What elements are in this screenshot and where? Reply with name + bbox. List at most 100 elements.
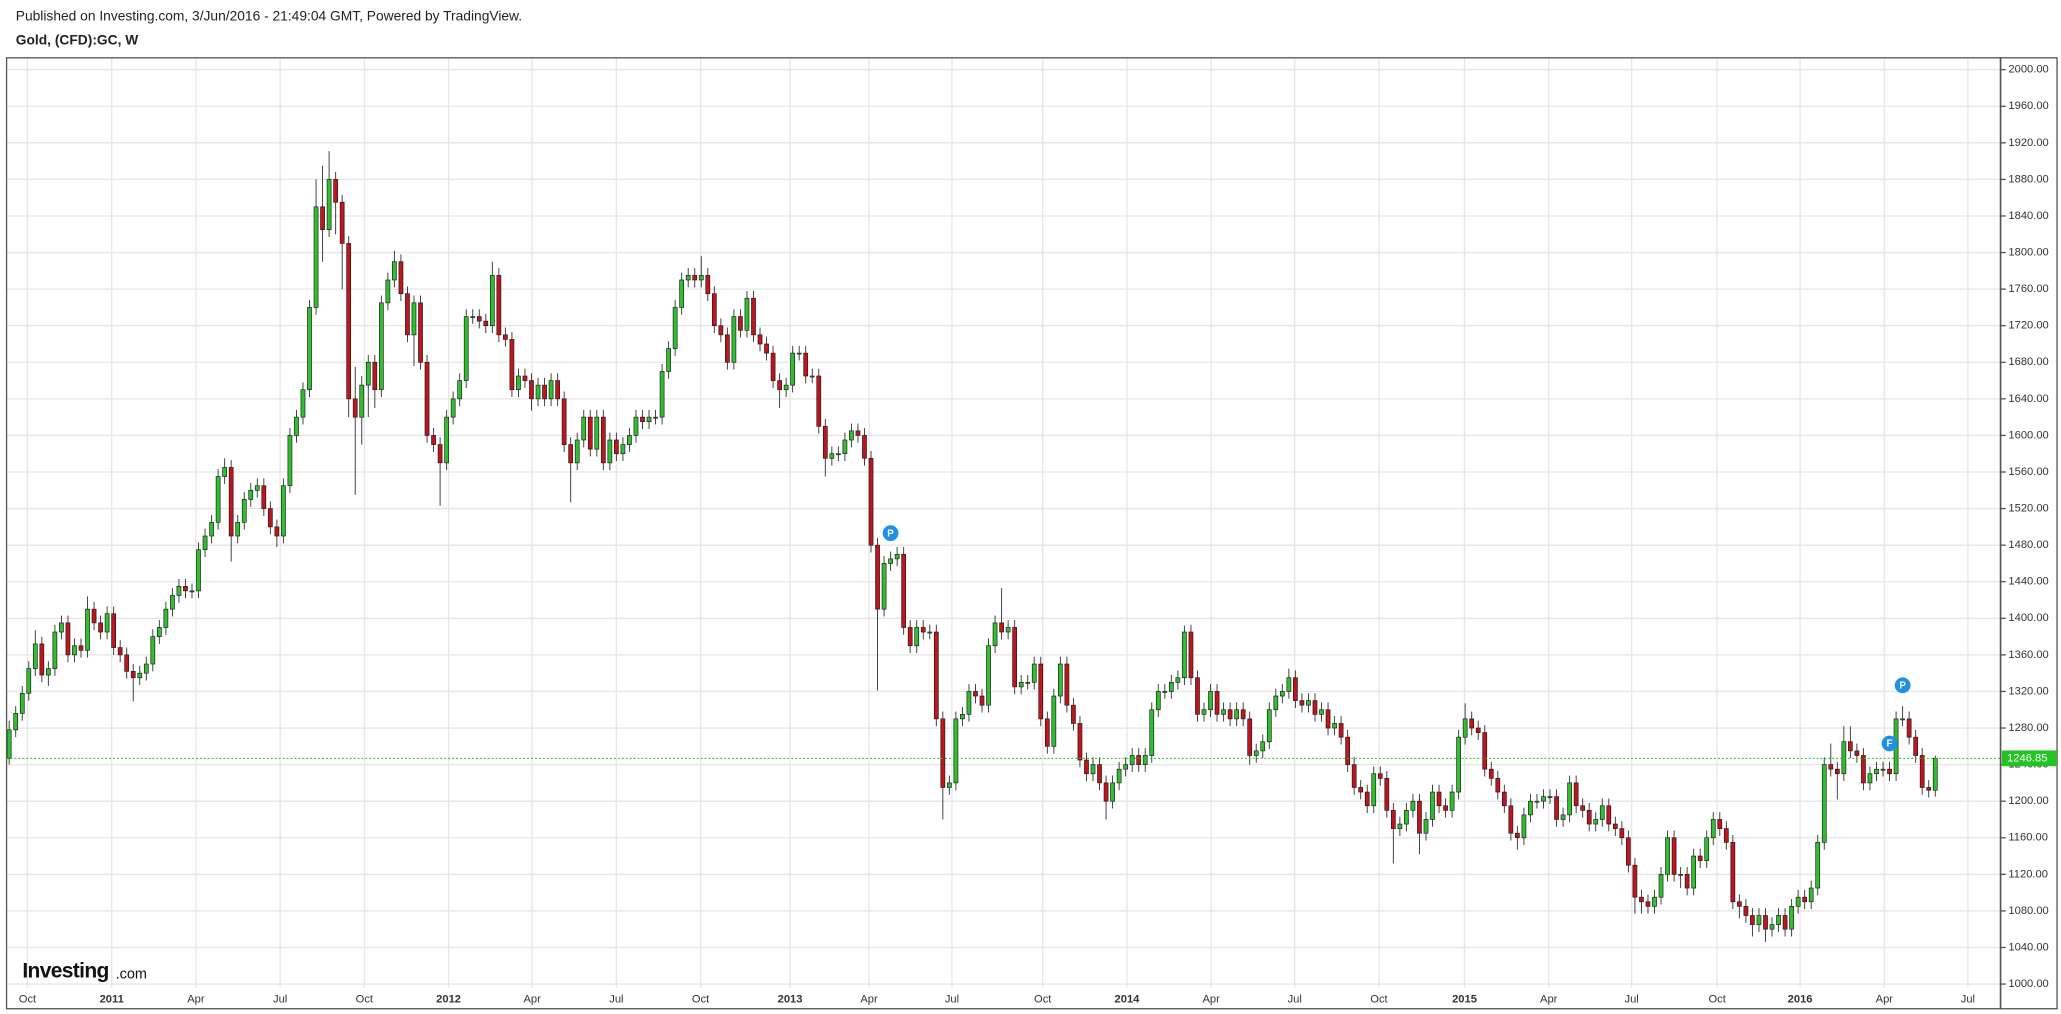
y-tick-label: 1600.00 <box>2008 429 2048 441</box>
candle-body <box>392 261 397 281</box>
y-tick-label: 1840.00 <box>2008 210 2048 222</box>
candle-body <box>1110 782 1115 802</box>
candle-body <box>1763 915 1768 930</box>
candle-body <box>1358 787 1364 793</box>
x-tick-label: Jul <box>1961 994 1975 1006</box>
candle-body <box>1769 924 1775 930</box>
candle-body <box>1488 768 1494 779</box>
candle-body <box>953 718 959 784</box>
candle-body <box>1103 782 1109 802</box>
candle-body <box>1129 755 1135 765</box>
candle-body <box>228 467 234 537</box>
event-marker <box>882 525 899 542</box>
logo-name: Investing <box>22 960 108 983</box>
candle-body <box>542 384 547 400</box>
candle-body <box>633 416 639 436</box>
candle-body <box>1123 764 1128 770</box>
candle-body <box>1750 915 1755 925</box>
candle-body <box>1475 727 1481 733</box>
candle-body <box>1874 768 1879 775</box>
candle-body <box>1730 842 1736 903</box>
candle-body <box>1384 777 1390 811</box>
candle-body <box>333 179 338 203</box>
candle-body <box>267 508 273 528</box>
candle-body <box>418 302 423 363</box>
candle-body <box>137 672 143 679</box>
candle-body <box>587 416 593 450</box>
candle-body <box>1606 805 1612 825</box>
candle-body <box>901 553 907 628</box>
candle-body <box>352 398 358 418</box>
candle-body <box>1554 796 1559 820</box>
candle-body <box>1861 755 1866 784</box>
candle-body <box>183 585 188 592</box>
candle-body <box>1031 663 1037 683</box>
candle-body <box>26 668 32 694</box>
candle-body <box>1854 750 1860 756</box>
x-tick-label: 2012 <box>436 994 461 1006</box>
candle-body <box>1684 874 1690 889</box>
candle-body <box>829 453 835 459</box>
candle-body <box>1064 663 1070 706</box>
candle-body <box>1449 791 1455 811</box>
candle-body <box>1351 764 1357 788</box>
subtitle: Published on Investing.com, 3/Jun/2016 -… <box>16 9 522 24</box>
candle-body <box>574 439 580 464</box>
candle-body <box>222 467 227 477</box>
candle-body <box>1071 704 1076 724</box>
candle-body <box>78 645 84 651</box>
candle-body <box>1723 828 1729 843</box>
candle-body <box>1312 700 1318 715</box>
y-tick-label: 1120.00 <box>2008 868 2048 880</box>
candle-body <box>1593 819 1599 825</box>
candle-body <box>1469 718 1475 729</box>
y-tick-label: 1720.00 <box>2008 320 2048 332</box>
candle-body <box>378 302 384 391</box>
candle-body <box>261 485 267 509</box>
candle-body <box>1234 709 1239 720</box>
candle-body <box>672 307 678 349</box>
candle-body <box>1364 791 1370 807</box>
candle-body <box>1815 842 1821 889</box>
x-tick-label: Jul <box>945 994 959 1006</box>
x-tick-label: Apr <box>860 994 878 1006</box>
candle-body <box>1619 828 1625 839</box>
logo-suffix: .com <box>116 966 147 982</box>
candle-body <box>1319 709 1324 715</box>
event-label: P <box>1899 681 1906 692</box>
event-label: F <box>1887 739 1893 750</box>
candle-body <box>1260 741 1266 752</box>
candle-body <box>979 695 985 706</box>
candle-body <box>1626 837 1631 866</box>
candle-body <box>698 275 704 281</box>
price-axis-border <box>1999 57 2058 1010</box>
candle-body <box>1887 768 1892 775</box>
candle-body <box>300 389 306 418</box>
candle-body <box>718 325 724 336</box>
candle-body <box>470 316 476 318</box>
y-tick-label: 1640.00 <box>2008 393 2048 405</box>
x-tick-label: Jul <box>1625 994 1639 1006</box>
candle-body <box>1782 915 1788 930</box>
candle-body <box>1175 677 1181 683</box>
candle-body <box>1528 800 1533 816</box>
candle-body <box>999 622 1004 633</box>
candle-body <box>1710 819 1716 839</box>
candle-body <box>1665 837 1670 875</box>
candle-body <box>1867 773 1873 784</box>
candle-body <box>1325 709 1331 729</box>
candle-body <box>1208 691 1213 711</box>
y-tick-label: 1160.00 <box>2008 832 2048 844</box>
candle-body <box>72 645 77 656</box>
y-tick-label: 1360.00 <box>2008 649 2048 661</box>
candle-body <box>1671 837 1677 875</box>
candle-body <box>744 297 750 331</box>
candle-body <box>1227 709 1233 720</box>
candle-body <box>254 485 260 491</box>
candle-body <box>150 636 156 665</box>
candle-body <box>764 343 769 354</box>
candle-body <box>1279 691 1285 697</box>
candle-body <box>783 384 789 391</box>
candle-body <box>705 275 711 295</box>
